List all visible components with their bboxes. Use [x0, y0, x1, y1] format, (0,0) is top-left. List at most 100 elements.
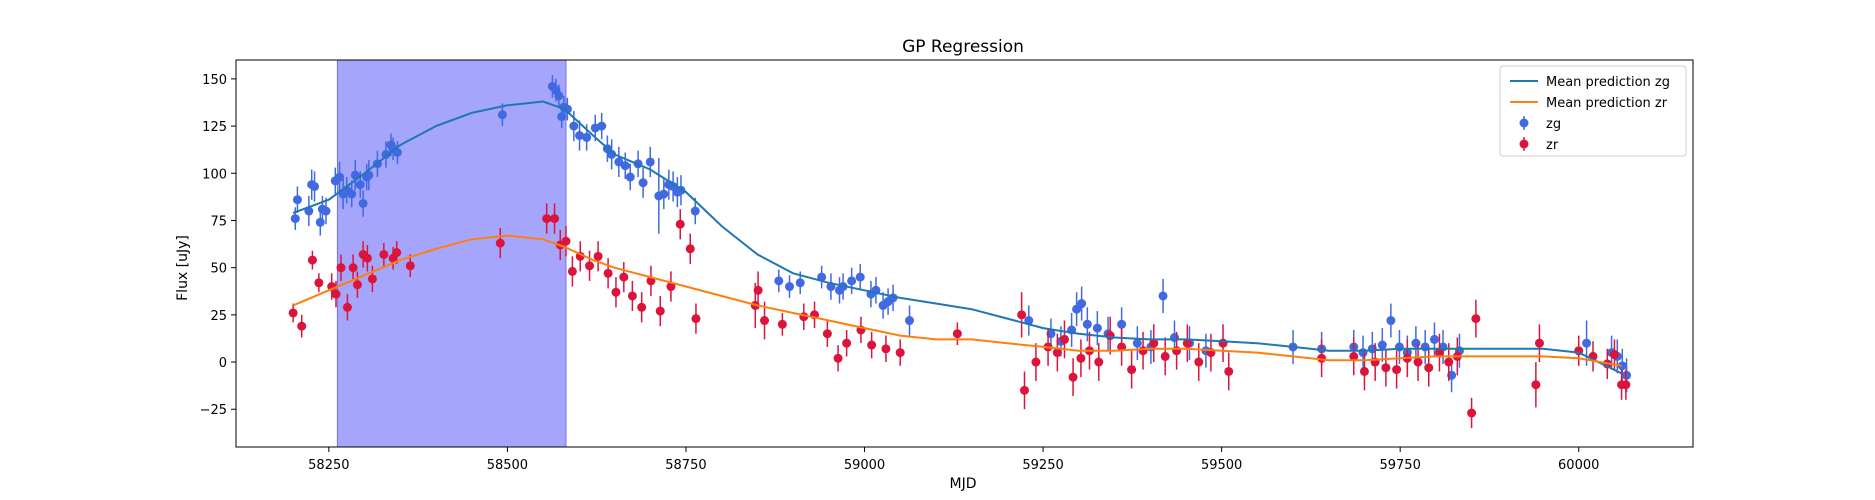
data-point — [1138, 346, 1148, 356]
x-tick-label: 58500 — [487, 458, 528, 473]
legend-label: Mean prediction zr — [1546, 96, 1668, 111]
data-point — [685, 244, 695, 254]
data-point — [392, 248, 402, 258]
data-point — [379, 249, 389, 259]
data-point — [691, 314, 701, 324]
data-point — [1358, 348, 1368, 358]
data-point — [1127, 365, 1137, 375]
data-point — [542, 214, 552, 224]
data-point — [1617, 361, 1627, 371]
data-point — [1172, 346, 1182, 356]
data-point — [1349, 351, 1359, 361]
data-point — [495, 238, 505, 248]
data-point — [607, 149, 617, 159]
data-point — [1017, 310, 1027, 320]
data-point — [290, 214, 300, 224]
data-point — [307, 255, 317, 265]
data-point — [666, 282, 676, 292]
data-point — [567, 266, 577, 276]
x-tick-label: 58250 — [308, 458, 349, 473]
data-point — [1429, 334, 1439, 344]
data-point — [1381, 363, 1391, 373]
data-point — [310, 181, 320, 191]
data-point — [347, 189, 357, 199]
x-tick-label: 58750 — [665, 458, 706, 473]
data-point — [1471, 314, 1481, 324]
data-point — [1444, 357, 1454, 367]
series-zr — [288, 203, 1631, 429]
x-tick-label: 59750 — [1379, 458, 1420, 473]
data-point — [1076, 353, 1086, 363]
data-point — [777, 319, 787, 329]
data-point — [561, 236, 571, 246]
data-point — [582, 132, 592, 142]
data-point — [297, 321, 307, 331]
data-point — [1094, 357, 1104, 367]
data-point — [1394, 342, 1404, 352]
data-point — [335, 172, 345, 182]
data-point — [355, 180, 365, 190]
y-axis-label: Flux [uJy] — [175, 235, 191, 301]
data-point — [342, 302, 352, 312]
data-point — [881, 344, 891, 354]
data-point — [597, 121, 607, 131]
x-tick-label: 59000 — [844, 458, 885, 473]
data-point — [1359, 366, 1369, 376]
data-point — [1117, 342, 1127, 352]
data-point — [321, 206, 331, 216]
axes-frame — [235, 59, 1694, 448]
data-point — [405, 261, 415, 271]
data-point — [847, 276, 857, 286]
y-tick-label: 125 — [202, 120, 227, 135]
data-point — [358, 198, 368, 208]
data-point — [1434, 348, 1444, 358]
data-point — [1411, 338, 1421, 348]
data-point — [1031, 357, 1041, 367]
data-point — [855, 272, 865, 282]
data-point — [675, 219, 685, 229]
data-point — [1160, 351, 1170, 361]
data-point — [1534, 338, 1544, 348]
legend-box — [1499, 65, 1687, 157]
data-point — [1424, 363, 1434, 373]
data-point — [867, 340, 877, 350]
data-point — [1582, 338, 1592, 348]
data-point — [562, 104, 572, 114]
data-point — [1392, 365, 1402, 375]
data-point — [753, 285, 763, 295]
data-point — [1377, 340, 1387, 350]
x-tick-label: 60000 — [1558, 458, 1599, 473]
data-point — [585, 261, 595, 271]
data-point — [625, 172, 635, 182]
data-point — [569, 121, 579, 131]
chart-title: GP Regression — [902, 37, 1024, 57]
data-point — [1194, 357, 1204, 367]
data-point — [690, 206, 700, 216]
data-point — [1224, 366, 1234, 376]
x-tick-label: 59500 — [1201, 458, 1242, 473]
data-point — [795, 278, 805, 288]
data-point — [557, 112, 567, 122]
data-point — [627, 291, 637, 301]
data-point — [842, 338, 852, 348]
data-point — [1609, 349, 1619, 359]
data-point — [575, 131, 585, 141]
data-point — [1621, 380, 1631, 390]
data-point — [1068, 372, 1078, 382]
data-point — [785, 282, 795, 292]
data-point — [905, 316, 915, 326]
data-point — [554, 91, 564, 101]
data-point — [288, 308, 298, 318]
data-point — [315, 217, 325, 227]
data-point — [381, 149, 391, 159]
shaded-span — [336, 59, 567, 448]
y-tick-label: 150 — [202, 73, 227, 88]
data-point — [336, 263, 346, 273]
data-point — [1059, 334, 1069, 344]
y-tick-label: 75 — [210, 214, 227, 229]
plot-axes: 58250 58500 58750 59000 59250 59500 59750 60000… — [200, 59, 1694, 473]
data-point — [1158, 291, 1168, 301]
y-tick-label: 100 — [202, 167, 227, 182]
data-point — [1386, 316, 1396, 326]
